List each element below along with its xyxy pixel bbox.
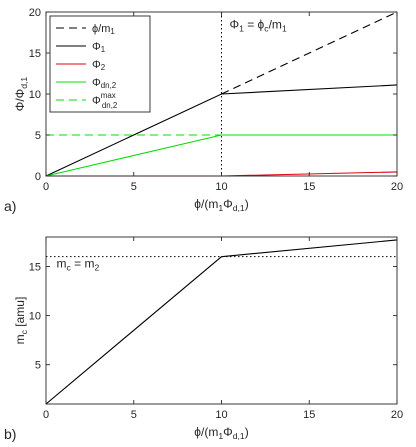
y-axis-label-part: c <box>19 329 29 334</box>
x-tick-label: 10 <box>215 181 227 193</box>
annotation-part: 1 <box>239 23 244 33</box>
y-axis-label-part: m <box>13 334 27 344</box>
x-axis-label-part: Φ <box>223 425 233 439</box>
annotation-part: = ϕ <box>244 17 265 31</box>
legend-main: Φ <box>92 59 101 71</box>
annotation-part: c <box>264 23 269 33</box>
x-axis-label-part: ) <box>245 425 249 439</box>
y-axis-label-part: Φ/Φ <box>13 89 27 111</box>
annotation-part: 1 <box>282 23 287 33</box>
y-tick-label: 15 <box>29 48 41 60</box>
annotation: mc = m2 <box>57 256 100 272</box>
y-tick-label: 0 <box>35 171 41 183</box>
legend-subscript: 1 <box>110 27 115 36</box>
annotation-part: m <box>57 256 67 270</box>
annotation-part: = m <box>71 256 95 270</box>
legend-subscript: dn,2 <box>101 81 116 90</box>
x-axis-label-part: d,1 <box>233 431 245 441</box>
series-line-0 <box>221 11 398 95</box>
legend-main: ϕ/m <box>92 23 110 35</box>
x-tick-label: 20 <box>391 409 403 421</box>
x-axis-label-part: ) <box>245 197 249 211</box>
x-axis-label: ϕ/(m1Φd,1) <box>194 425 248 441</box>
panel-label: b) <box>4 426 16 442</box>
legend-entry-3: Φdn,2 <box>92 77 116 90</box>
y-tick-label: 5 <box>35 360 41 372</box>
x-axis-label-part: ϕ/(m <box>194 197 218 211</box>
y-tick-label: 10 <box>29 311 41 323</box>
legend-main: Φ <box>92 95 101 107</box>
legend-entry-1: Φ1 <box>92 41 106 54</box>
legend-subscript: dn,2 <box>102 101 117 110</box>
annotation-part: 2 <box>95 262 100 272</box>
x-tick-label: 15 <box>303 181 315 193</box>
legend-entry-0: ϕ/m1 <box>92 23 115 36</box>
x-axis-label-part: d,1 <box>233 203 245 213</box>
legend-superscript: max <box>101 91 116 100</box>
legend-main: Φ <box>92 77 101 89</box>
x-tick-label: 0 <box>43 181 49 193</box>
annotation-part: /m <box>269 17 282 31</box>
legend-subscript: 1 <box>101 45 106 54</box>
x-tick-label: 20 <box>391 181 403 193</box>
series-line-0 <box>45 239 398 405</box>
y-axis-label-part: [amu] <box>13 297 27 330</box>
legend-entry-4: Φmax dn,2 <box>92 91 117 110</box>
y-tick-label: 5 <box>35 130 41 142</box>
series-line-1 <box>45 84 398 177</box>
annotation-part: c <box>67 262 72 272</box>
y-tick-label: 20 <box>29 7 41 19</box>
y-axis-label: mc [amu] <box>13 297 29 345</box>
x-tick-label: 10 <box>215 409 227 421</box>
y-axis-label-part: d,1 <box>19 77 29 89</box>
x-tick-label: 15 <box>303 409 315 421</box>
x-axis-label-part: 1 <box>218 431 223 441</box>
x-axis-label-part: Φ <box>223 197 233 211</box>
x-axis-label-part: 1 <box>218 203 223 213</box>
x-axis-label: ϕ/(m1Φd,1) <box>194 197 248 213</box>
y-axis-label: Φ/Φd,1 <box>13 77 29 112</box>
panel-label: a) <box>4 198 16 214</box>
legend-main: Φ <box>92 41 101 53</box>
legend-entry-2: Φ2 <box>92 59 105 72</box>
legend-subscript: 2 <box>101 63 105 72</box>
y-tick-label: 10 <box>29 89 41 101</box>
x-tick-label: 0 <box>43 409 49 421</box>
x-tick-label: 5 <box>131 181 137 193</box>
y-tick-label: 15 <box>29 261 41 273</box>
annotation: Φ1 = ϕc/m1 <box>230 17 287 33</box>
x-axis-label-part: ϕ/(m <box>194 425 218 439</box>
annotation-part: Φ <box>230 17 240 31</box>
x-tick-label: 5 <box>131 409 137 421</box>
